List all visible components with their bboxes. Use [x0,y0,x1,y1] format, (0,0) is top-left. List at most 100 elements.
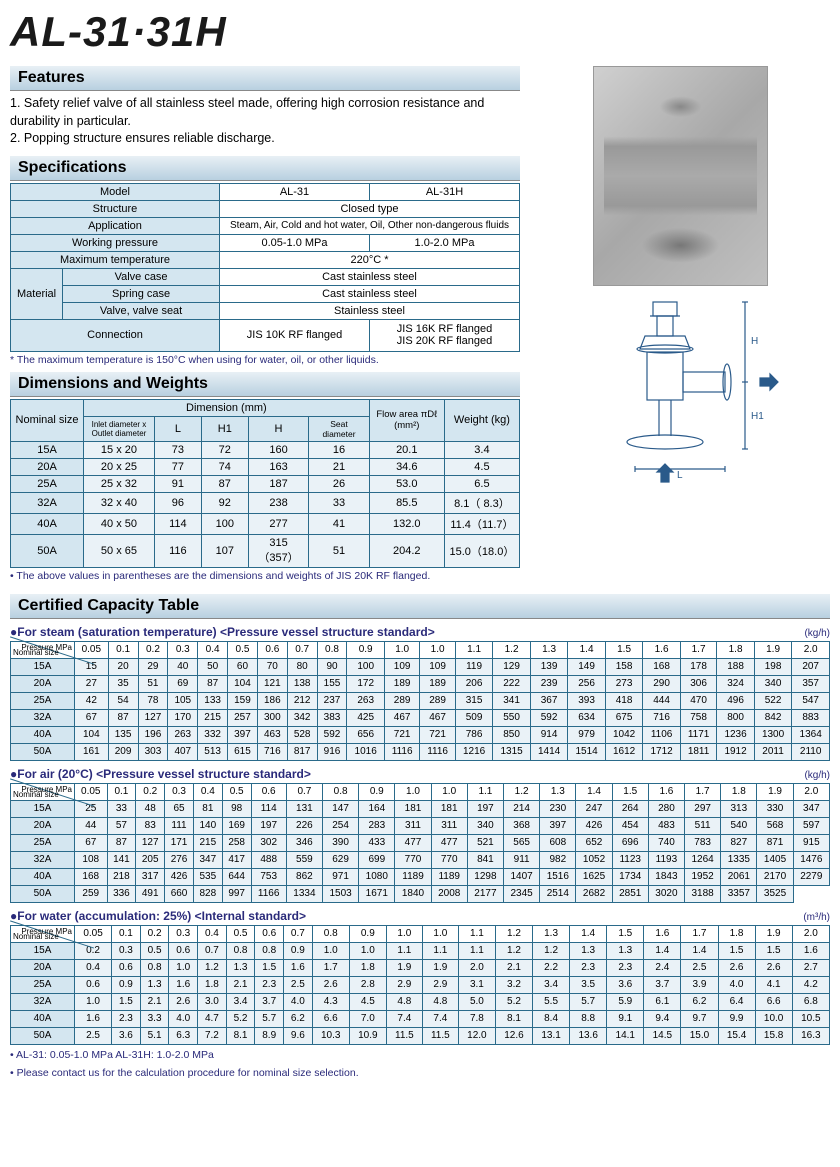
capacity-cell: 5.5 [533,993,570,1010]
capacity-cell: 467 [384,709,419,726]
capacity-cell: 346 [286,834,322,851]
feature-item: 1. Safety relief valve of all stainless … [10,95,520,130]
capacity-cell: 181 [431,800,467,817]
capacity-cell: 139 [530,658,568,675]
capacity-cell: 181 [395,800,431,817]
dim-h-H1: H1 [201,416,248,441]
capacity-cell: 2.0 [458,959,495,976]
dim-cell: 51 [309,534,369,567]
capacity-cell: 14.5 [644,1027,681,1044]
capacity-pressure-header: 0.05 [75,925,112,942]
right-column: H H1 L [530,62,830,588]
spec-valvecase-val: Cast stainless steel [220,268,520,285]
capacity-cell: 2177 [467,885,503,902]
capacity-cell: 1.8 [349,959,386,976]
capacity-pressure-header: 1.7 [681,925,718,942]
capacity-cell: 425 [347,709,385,726]
capacity-cell: 758 [680,709,716,726]
capacity-pressure-header: 2.0 [792,641,830,658]
capacity-cell: 979 [568,726,606,743]
capacity-section-title: ●For steam (saturation temperature) <Pre… [10,625,830,639]
capacity-cell: 615 [228,743,258,760]
capacity-cell: 215 [193,834,222,851]
dim-cell: 87 [201,475,248,492]
capacity-cell: 10.9 [349,1027,386,1044]
capacity-cell: 1.9 [422,959,458,976]
capacity-cell: 259 [75,885,108,902]
capacity-cell: 2.6 [755,959,792,976]
capacity-pressure-header: 2.0 [793,783,829,800]
capacity-pressure-header: 0.9 [347,641,385,658]
capacity-cell: 140 [193,817,222,834]
capacity-cell: 109 [384,658,419,675]
capacity-cell: 1.5 [255,959,284,976]
capacity-cell: 4.3 [312,993,349,1010]
capacity-cell: 1106 [643,726,681,743]
capacity-cell: 3.0 [198,993,227,1010]
dimension-diagram: H H1 L [575,294,785,489]
capacity-cell: 131 [286,800,322,817]
capacity-pressure-header: 1.8 [721,783,757,800]
capacity-cell: 283 [359,817,395,834]
capacity-cell: 540 [721,817,757,834]
capacity-pressure-header: 1.6 [648,783,684,800]
capacity-cell: 1335 [721,851,757,868]
capacity-cell: 10.0 [755,1010,792,1027]
capacity-cell: 2514 [540,885,576,902]
capacity-cell: 347 [193,851,222,868]
capacity-cell: 111 [165,817,194,834]
capacity-cell: 10.5 [792,1010,829,1027]
capacity-cell: 786 [455,726,493,743]
capacity-cell: 0.9 [284,942,313,959]
capacity-cell: 1.6 [792,942,829,959]
capacity-cell: 1116 [420,743,455,760]
capacity-cell: 433 [359,834,395,851]
spec-application-val: Steam, Air, Cold and hot water, Oil, Oth… [220,217,520,234]
capacity-cell: 2008 [431,885,467,902]
capacity-size: 40A [11,868,75,885]
capacity-cell: 1.6 [169,976,198,993]
capacity-cell: 1016 [347,743,385,760]
capacity-cell: 4.0 [284,993,313,1010]
capacity-cell: 54 [108,692,138,709]
capacity-cell: 5.1 [140,1027,169,1044]
capacity-cell: 3188 [685,885,721,902]
capacity-cell: 2.3 [607,959,644,976]
capacity-cell: 357 [792,675,830,692]
capacity-cell: 2011 [754,743,792,760]
dim-cell: 41 [309,513,369,534]
capacity-cell: 1612 [605,743,643,760]
capacity-cell: 426 [576,817,612,834]
capacity-cell: 129 [493,658,531,675]
dim-cell: 34.6 [369,458,444,475]
capacity-cell: 1.2 [495,942,532,959]
capacity-cell: 209 [108,743,138,760]
capacity-size: 15A [11,658,75,675]
capacity-pressure-header: 1.0 [395,783,431,800]
capacity-cell: 42 [75,692,109,709]
capacity-cell: 2682 [576,885,612,902]
dim-cell: 160 [248,441,308,458]
capacity-cell: 652 [576,834,612,851]
capacity-cell: 342 [287,709,317,726]
capacity-cell: 2.9 [386,976,422,993]
capacity-cell: 214 [504,800,540,817]
capacity-cell: 147 [323,800,359,817]
capacity-cell: 592 [530,709,568,726]
spec-connection-label: Connection [11,319,220,351]
spec-connection-b: JIS 16K RF flanged JIS 20K RF flanged [370,319,520,351]
capacity-cell: 1514 [568,743,606,760]
capacity-cell: 27 [75,675,109,692]
capacity-cell: 0.6 [169,942,198,959]
capacity-cell: 629 [323,851,359,868]
capacity-cell: 186 [257,692,287,709]
capacity-pressure-header: 1.4 [576,783,612,800]
dim-cell: 315（357） [248,534,308,567]
spec-structure-label: Structure [11,200,220,217]
capacity-pressure-header: 0.3 [165,783,194,800]
capacity-cell: 1052 [576,851,612,868]
capacity-cell: 740 [648,834,684,851]
capacity-cell: 311 [395,817,431,834]
capacity-cell: 87 [198,675,228,692]
capacity-cell: 1.6 [75,1010,112,1027]
